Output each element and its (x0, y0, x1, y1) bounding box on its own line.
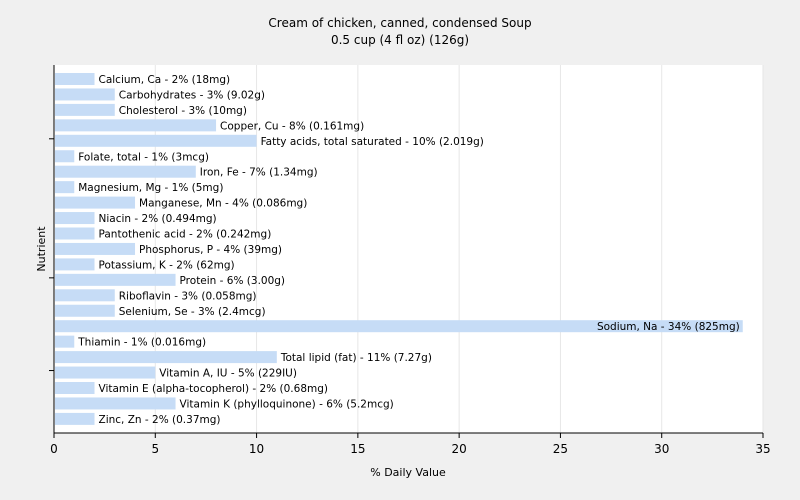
bar (55, 196, 136, 209)
x-tick-label: 30 (654, 442, 669, 456)
bar-label: Selenium, Se - 3% (2.4mcg) (119, 306, 266, 318)
x-tick-label: 0 (50, 442, 58, 456)
bar-label: Thiamin - 1% (0.016mg) (77, 337, 206, 349)
x-tick-label: 35 (755, 442, 770, 456)
bar (55, 412, 95, 425)
bar (55, 258, 95, 271)
x-tick-label: 25 (553, 442, 568, 456)
bar-labels-group: Calcium, Ca - 2% (18mg) Carbohydrates - 3… (77, 74, 739, 426)
y-axis-ticks (49, 138, 54, 372)
bar (55, 335, 75, 348)
bar-label: Carbohydrates - 3% (9.02g) (119, 89, 265, 101)
bar-label: Cholesterol - 3% (10mg) (119, 105, 247, 117)
bar-label: Sodium, Na - 34% (825mg) (597, 321, 740, 333)
chart-title: Cream of chicken, canned, condensed Soup (268, 16, 531, 30)
x-axis-title: % Daily Value (370, 466, 446, 479)
bar (55, 227, 95, 240)
bar (55, 397, 176, 410)
bar-label: Iron, Fe - 7% (1.34mg) (200, 167, 318, 179)
bar (55, 119, 217, 132)
bar (55, 212, 95, 225)
bar (55, 73, 95, 85)
bar-label: Calcium, Ca - 2% (18mg) (99, 74, 231, 86)
bar (55, 320, 743, 333)
bar-label: Vitamin A, IU - 5% (229IU) (159, 368, 297, 380)
bar (55, 366, 156, 379)
x-tick-label: 10 (249, 442, 264, 456)
bar-label: Vitamin E (alpha-tocopherol) - 2% (0.68m… (99, 383, 329, 395)
bar (55, 150, 75, 163)
x-tick-label: 20 (452, 442, 467, 456)
x-tick-label: 5 (151, 442, 159, 456)
bar-label: Phosphorus, P - 4% (39mg) (139, 244, 282, 256)
bars-group (55, 73, 743, 425)
bar (55, 382, 95, 394)
bar (55, 242, 136, 255)
bar (55, 181, 75, 194)
bar-label: Potassium, K - 2% (62mg) (99, 259, 235, 271)
bar-label: Folate, total - 1% (3mcg) (78, 151, 209, 163)
bar (55, 304, 115, 317)
bar-label: Niacin - 2% (0.494mg) (99, 213, 217, 225)
bar-label: Protein - 6% (3.00g) (180, 275, 286, 287)
bar-label: Total lipid (fat) - 11% (7.27g) (280, 352, 432, 364)
bar (55, 351, 277, 364)
bar (55, 103, 115, 116)
bar (55, 134, 257, 147)
bar (55, 88, 115, 101)
x-tick-label: 15 (350, 442, 365, 456)
x-axis-ticks: 0 5 10 15 20 25 30 35 (50, 433, 771, 456)
bar (55, 165, 196, 178)
bar-label: Magnesium, Mg - 1% (5mg) (78, 182, 223, 194)
chart-subtitle: 0.5 cup (4 fl oz) (126g) (331, 33, 469, 47)
bar (55, 273, 176, 286)
bar-label: Fatty acids, total saturated - 10% (2.01… (261, 136, 484, 148)
bar-label: Copper, Cu - 8% (0.161mg) (220, 120, 364, 132)
bar-label: Zinc, Zn - 2% (0.37mg) (99, 414, 221, 426)
y-axis-title: Nutrient (35, 226, 48, 272)
bar (55, 289, 115, 302)
bar-label: Manganese, Mn - 4% (0.086mg) (139, 198, 307, 210)
bar-label: Pantothenic acid - 2% (0.242mg) (99, 229, 272, 241)
bar-label: Vitamin K (phylloquinone) - 6% (5.2mcg) (180, 398, 394, 410)
bar-label: Riboflavin - 3% (0.058mg) (119, 290, 257, 302)
